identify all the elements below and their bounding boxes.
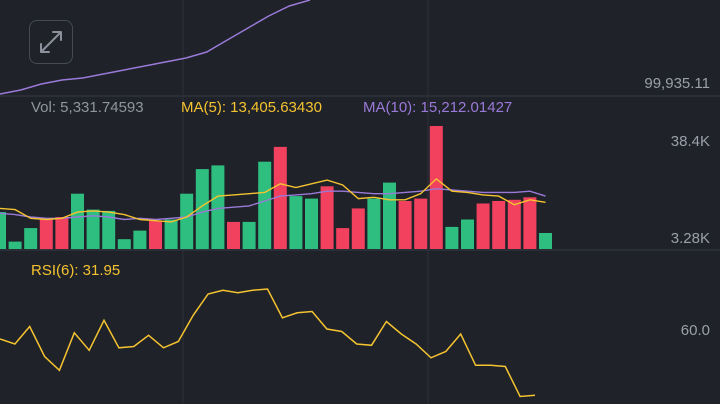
volume-bar — [8, 241, 22, 249]
volume-bar — [429, 126, 443, 249]
volume-axis-bottom: 3.28K — [670, 230, 710, 247]
volume-bar — [211, 165, 225, 249]
volume-bar — [258, 161, 272, 249]
volume-bar — [149, 220, 162, 249]
rsi-axis-label: 60.0 — [680, 322, 710, 339]
volume-bar — [507, 199, 521, 249]
volume-bar — [102, 210, 116, 249]
ma10-line — [0, 187, 546, 221]
price-axis-label: 99,935.11 — [644, 75, 710, 92]
volume-bar — [195, 169, 209, 250]
ma5-line — [0, 177, 546, 223]
volume-bar — [336, 228, 350, 249]
volume-axis-top: 38.4K — [670, 133, 710, 150]
volume-bar — [39, 218, 53, 250]
volume-bar — [461, 219, 474, 249]
ma5-label: MA(5): 13,405.63430 — [181, 99, 322, 116]
volume-bar — [71, 193, 84, 250]
volume-bar — [476, 203, 490, 249]
expand-arrows-icon — [40, 31, 62, 53]
volume-bar — [86, 209, 100, 249]
volume-bar — [492, 201, 506, 249]
volume-bar — [289, 196, 303, 249]
volume-bar — [0, 212, 6, 249]
volume-bar — [180, 193, 194, 250]
volume-bar — [227, 221, 240, 249]
volume-bar — [133, 230, 147, 249]
volume-bar — [523, 197, 537, 249]
volume-bar — [367, 198, 381, 249]
price-chart — [0, 0, 311, 95]
volume-bar — [414, 198, 428, 249]
volume-bar — [320, 186, 334, 249]
price-ma-line — [0, 0, 311, 95]
volume-label: Vol: 5,331.74593 — [31, 99, 144, 116]
rsi-line — [0, 288, 536, 398]
volume-bar — [305, 198, 318, 249]
volume-bar — [398, 201, 412, 249]
fullscreen-button[interactable] — [29, 20, 73, 64]
volume-bar — [55, 217, 69, 249]
volume-bar — [273, 146, 287, 249]
ma10-label: MA(10): 15,212.01427 — [363, 99, 513, 116]
volume-bar — [24, 228, 38, 249]
volume-bar — [351, 208, 365, 249]
volume-bar — [242, 221, 256, 249]
volume-bar — [539, 233, 552, 249]
rsi-label: RSI(6): 31.95 — [31, 262, 121, 279]
volume-bar — [445, 226, 459, 249]
volume-bar — [117, 239, 131, 249]
volume-bar — [164, 219, 178, 249]
